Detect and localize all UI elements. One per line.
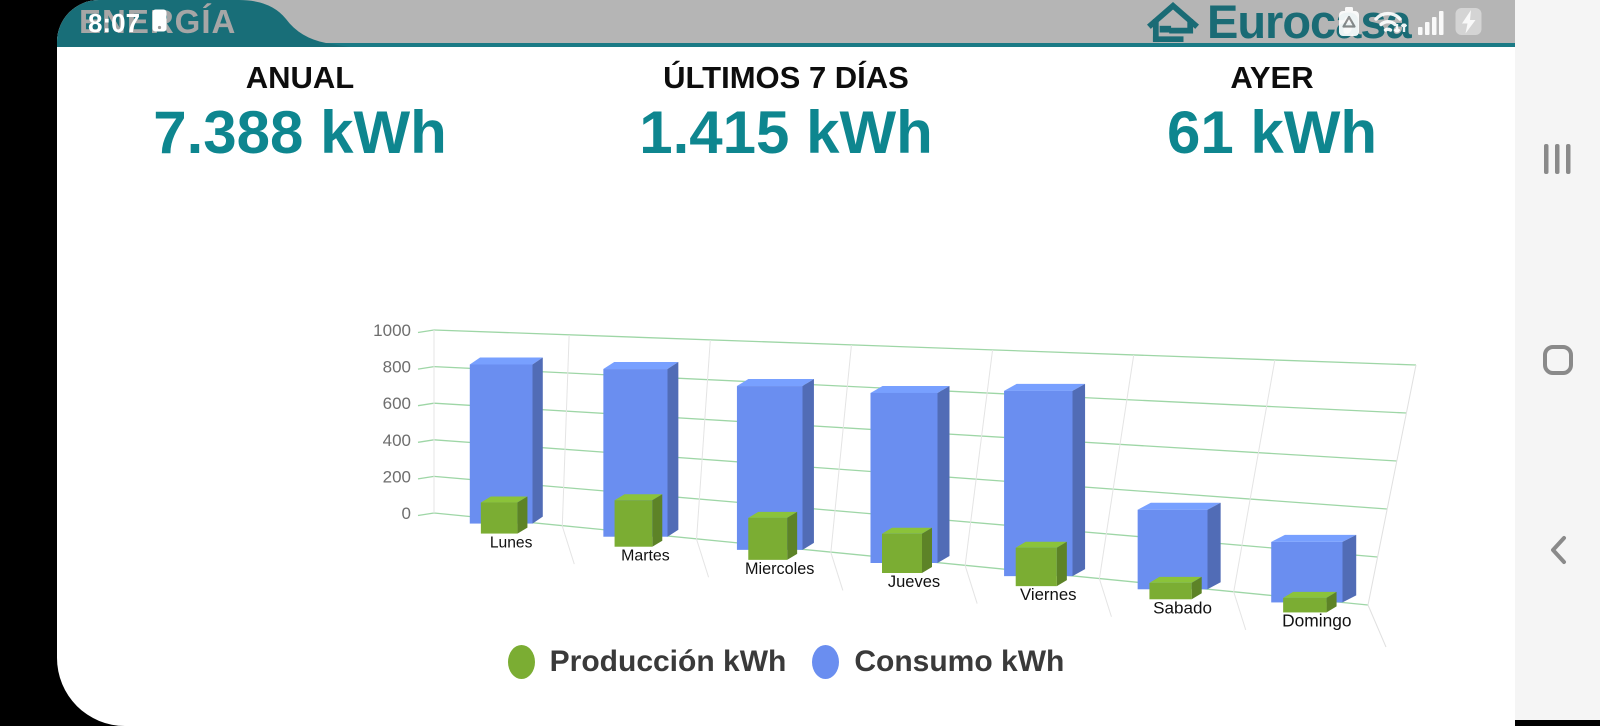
status-time: 8:07 — [88, 8, 141, 38]
back-chevron-icon — [1550, 536, 1566, 564]
stat-ayer: AYER 61 kWh — [1029, 60, 1515, 167]
stat-ultimos-7-dias-value: 1.415 kWh — [639, 99, 933, 166]
bar-consumo-lunes — [469, 357, 543, 524]
gridline — [433, 329, 1417, 366]
stat-anual-value: 7.388 kWh — [153, 99, 447, 166]
gridline — [433, 512, 1369, 606]
y-axis-tick-label: 600 — [383, 394, 411, 413]
stat-ultimos-7-dias-label: ÚLTIMOS 7 DÍAS — [663, 60, 909, 95]
x-axis-day-label: Jueves — [888, 573, 940, 591]
x-axis-day-label: Miercoles — [745, 560, 814, 578]
energia-tab-shape[interactable] — [57, 0, 357, 47]
brand-logo: Eurocasa — [1145, 0, 1515, 43]
legend-item-produccion: Producción kWh — [507, 645, 787, 679]
legend-item-consumo: Consumo kWh — [812, 645, 1064, 679]
bar-produccion-miercoles — [748, 511, 798, 560]
bar-consumo-martes — [603, 362, 679, 537]
home-icon — [1542, 345, 1573, 375]
bar-consumo-domingo — [1271, 534, 1357, 603]
floor-corner-line — [1367, 604, 1387, 648]
x-axis-day-label: Sabado — [1153, 598, 1212, 617]
y-axis-tick — [417, 402, 435, 407]
column-separator — [964, 349, 994, 566]
gridline — [433, 365, 1407, 414]
floor-line — [1098, 578, 1112, 617]
battery-saver-icon — [1339, 7, 1359, 36]
y-axis-tick — [417, 512, 435, 517]
bar-produccion-sabado — [1149, 576, 1202, 600]
recents-button[interactable] — [1515, 137, 1600, 181]
floor-line — [696, 539, 710, 578]
legend-label-consumo: Consumo kWh — [854, 645, 1065, 678]
y-axis-tick-label: 400 — [383, 431, 411, 450]
y-axis-tick-label: 800 — [383, 358, 411, 377]
legend-dot-produccion — [507, 645, 535, 679]
recents-icon — [1543, 144, 1570, 174]
wifi-icon — [1374, 11, 1407, 33]
y-axis-tick-label: 1000 — [373, 321, 411, 340]
y-axis-tick — [417, 329, 435, 334]
x-axis-day-label: Domingo — [1282, 610, 1351, 630]
status-icons — [1334, 5, 1482, 38]
legend-label-produccion: Producción kWh — [549, 645, 787, 678]
stat-ultimos-7-dias: ÚLTIMOS 7 DÍAS 1.415 kWh — [543, 60, 1029, 167]
column-separator — [830, 344, 852, 553]
floor-line — [561, 525, 575, 565]
legend-dot-consumo — [812, 645, 840, 679]
y-axis-tick-label: 200 — [383, 467, 411, 486]
stat-ayer-label: AYER — [1230, 60, 1314, 95]
home-button[interactable] — [1515, 338, 1600, 382]
bar-consumo-jueves — [870, 385, 950, 563]
x-axis-day-label: Viernes — [1020, 585, 1077, 604]
floor-line — [1233, 591, 1247, 631]
right-wall-edge — [1367, 364, 1417, 606]
column-separator — [561, 334, 570, 527]
header-divider-line — [57, 43, 1515, 47]
bar-consumo-miercoles — [736, 379, 814, 550]
floor-line — [964, 565, 978, 604]
x-axis-day-label: Martes — [621, 548, 670, 565]
column-separator — [1233, 359, 1276, 592]
floor-line — [830, 552, 844, 591]
bar-produccion-martes — [614, 494, 663, 547]
app-window: ENERGÍA 8:07 Eurocasa — [57, 0, 1515, 726]
bar-produccion-domingo — [1283, 591, 1337, 613]
y-axis-tick-label: 0 — [402, 504, 411, 523]
gridline — [433, 402, 1397, 462]
y-axis-tick — [417, 439, 435, 443]
brand-name: Eurocasa — [1207, 0, 1412, 43]
bar-produccion-jueves — [882, 527, 932, 573]
x-axis-day-label: Lunes — [490, 535, 533, 552]
stat-anual: ANUAL 7.388 kWh — [57, 60, 543, 167]
stat-anual-label: ANUAL — [245, 60, 355, 95]
gridline — [433, 475, 1378, 558]
bar-consumo-viernes — [1004, 383, 1086, 577]
bar-produccion-viernes — [1015, 541, 1067, 587]
back-button[interactable] — [1515, 528, 1600, 572]
y-axis-tick — [417, 475, 435, 480]
android-nav-bar — [1515, 0, 1600, 720]
signal-bars-icon — [1418, 10, 1444, 35]
column-separator — [696, 339, 711, 540]
y-axis-tick — [417, 365, 435, 370]
bar-produccion-lunes — [480, 496, 528, 534]
bar-consumo-sabado — [1137, 502, 1221, 590]
charging-icon — [1455, 8, 1482, 35]
phone-icon — [152, 9, 167, 32]
gridline — [433, 439, 1388, 510]
stats-row: ANUAL 7.388 kWh ÚLTIMOS 7 DÍAS 1.415 kWh… — [57, 60, 1515, 167]
stat-ayer-value: 61 kWh — [1166, 99, 1378, 166]
column-separator — [1098, 354, 1135, 579]
eurocasa-house-icon — [1147, 1, 1199, 42]
chart-legend: Producción kWh Consumo kWh — [57, 645, 1515, 679]
